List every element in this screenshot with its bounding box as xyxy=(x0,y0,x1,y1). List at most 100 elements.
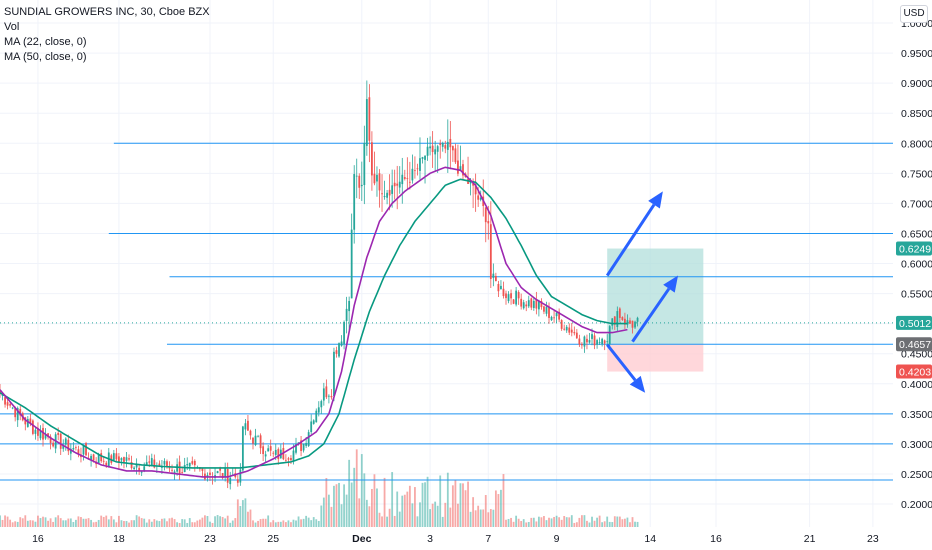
volume-bar xyxy=(434,501,437,527)
candle-body xyxy=(530,298,533,308)
volume-bar xyxy=(290,522,292,527)
volume-bar xyxy=(26,520,29,527)
candle xyxy=(543,305,545,315)
candle-body xyxy=(548,306,550,318)
candle-body xyxy=(239,469,242,483)
volume-bar xyxy=(135,515,138,527)
candle xyxy=(49,434,52,450)
candle-body xyxy=(133,467,135,470)
candle xyxy=(408,161,411,190)
candle-body xyxy=(494,275,497,282)
volume-bar xyxy=(454,480,457,527)
candle-body xyxy=(469,181,472,184)
ma50-indicator-label[interactable]: MA (50, close, 0) xyxy=(4,51,87,63)
candle-body xyxy=(515,290,518,305)
volume-bar xyxy=(85,518,87,527)
candle xyxy=(358,173,361,200)
candle-body xyxy=(16,408,19,421)
volume-bar xyxy=(459,483,462,527)
volume-bar xyxy=(624,518,626,527)
candle xyxy=(545,301,548,317)
price-tag-label: 0.4203 xyxy=(899,367,931,379)
candle xyxy=(229,471,232,490)
volume-bar xyxy=(224,518,227,527)
candle-body xyxy=(406,178,409,180)
y-tick-label: 0.2500 xyxy=(901,469,932,481)
candle xyxy=(112,449,115,462)
candle-body xyxy=(39,430,42,439)
candle-body xyxy=(138,467,141,472)
price-tag-box xyxy=(896,315,932,330)
candle-body xyxy=(421,157,424,159)
candle-body xyxy=(462,164,464,176)
volume-bar xyxy=(487,512,490,527)
volume-bar xyxy=(181,519,184,527)
volume-bar xyxy=(383,477,386,527)
candle xyxy=(411,154,414,184)
candle xyxy=(581,342,583,349)
candle-body xyxy=(120,458,123,461)
currency-button[interactable]: USD xyxy=(900,5,928,23)
candle-body xyxy=(320,401,323,408)
volume-bar xyxy=(340,504,343,527)
volume-bar xyxy=(464,490,467,527)
candle xyxy=(216,470,219,474)
x-tick-label: 16 xyxy=(710,533,722,545)
volume-bar xyxy=(419,502,421,527)
volume-bar xyxy=(515,515,518,527)
volume-bar xyxy=(424,482,426,527)
candle-body xyxy=(300,440,302,452)
volume-bar xyxy=(550,518,553,527)
candle-body xyxy=(489,224,492,280)
candle-body xyxy=(75,447,77,449)
candle-body xyxy=(264,454,267,457)
volume-bar xyxy=(300,519,302,527)
candle-body xyxy=(49,436,52,444)
volume-bar xyxy=(62,520,65,527)
candle xyxy=(257,434,259,438)
candle-body xyxy=(393,182,396,187)
volume-bar xyxy=(608,521,611,527)
candle xyxy=(535,291,538,315)
candle-body xyxy=(317,407,320,413)
ma22-indicator-label[interactable]: MA (22, close, 0) xyxy=(4,36,87,48)
candle-body xyxy=(92,454,95,461)
volume-bar xyxy=(204,515,206,527)
volume-bar xyxy=(115,522,118,527)
candle xyxy=(598,337,601,346)
volume-bar xyxy=(264,518,267,527)
volume-bar xyxy=(29,520,32,527)
candle-body xyxy=(67,439,70,452)
candle-body xyxy=(241,426,244,471)
candle-body xyxy=(262,446,265,455)
x-tick-label: 16 xyxy=(32,533,44,545)
candle xyxy=(224,462,227,482)
candle-body xyxy=(310,421,313,433)
candle-body xyxy=(388,189,391,196)
arrow-head xyxy=(629,375,646,393)
symbol-title[interactable]: SUNDIAL GROWERS INC, 30, Cboe BZX xyxy=(4,6,210,18)
volume-bar xyxy=(408,485,411,527)
volume-bar xyxy=(295,520,297,527)
candle-body xyxy=(244,423,247,430)
y-tick-label: 0.6500 xyxy=(901,228,932,240)
volume-bar xyxy=(593,520,596,527)
candle-body xyxy=(333,351,335,397)
candle-body xyxy=(444,145,447,149)
volume-bar xyxy=(502,474,505,527)
candle-body xyxy=(254,435,257,446)
candle xyxy=(492,263,495,287)
candle-body xyxy=(97,454,100,465)
price-tag: 0.6249 xyxy=(896,241,932,256)
volume-bar xyxy=(398,511,401,527)
candle-body xyxy=(454,148,457,163)
candle-body xyxy=(229,477,232,485)
candle-body xyxy=(193,460,196,466)
price-tag-label: 0.5012 xyxy=(899,318,931,330)
volume-indicator-label[interactable]: Vol xyxy=(4,21,20,33)
volume-bar xyxy=(505,519,507,527)
volume-bar xyxy=(401,495,404,527)
volume-bar xyxy=(277,521,280,527)
